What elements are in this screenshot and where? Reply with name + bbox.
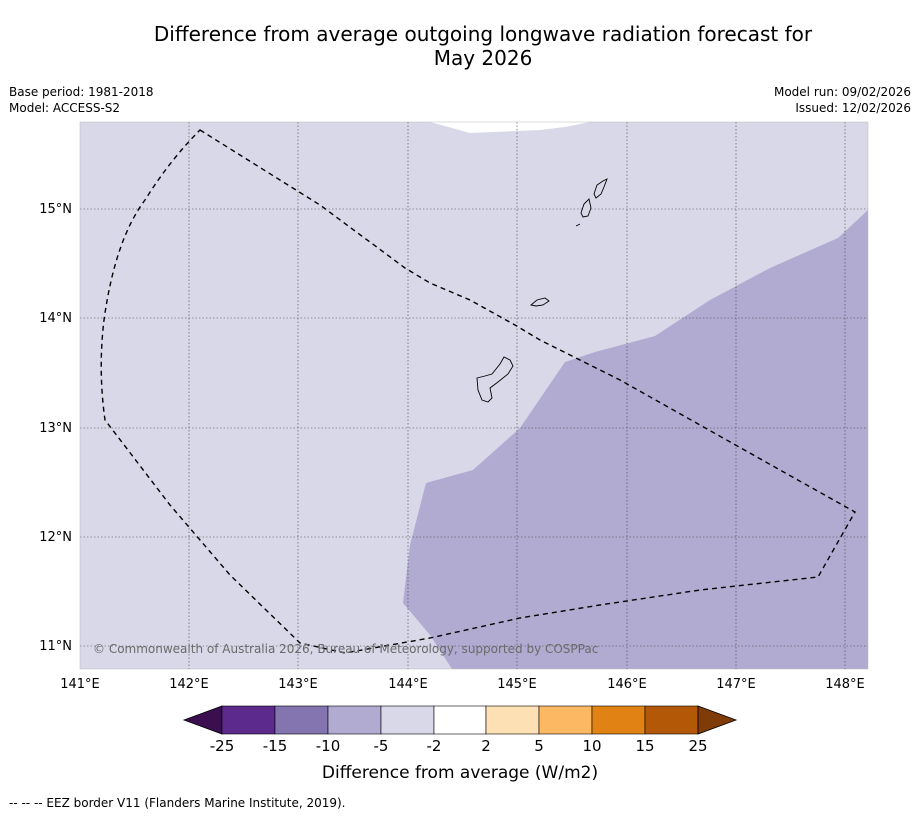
cb-label-25: 25 (688, 737, 707, 755)
rota-island (529, 297, 550, 307)
cb-label-15: 15 (635, 737, 654, 755)
lon-tick-141e: 141°E (60, 677, 100, 692)
chart-title: Difference from average outgoing longwav… (80, 22, 886, 70)
lon-tick-148e: 148°E (825, 677, 865, 692)
colorbar-bin-9 (644, 705, 699, 735)
model-name: Model: ACCESS-S2 (9, 101, 121, 115)
colorbar-min-arrow (182, 705, 223, 735)
title-line-1: Difference from average outgoing longwav… (153, 22, 813, 46)
top-notch (430, 122, 590, 133)
cb-label-minus2: -2 (427, 737, 442, 755)
lat-tick-13n: 13°N (39, 421, 72, 436)
cb-label-minus15: -15 (263, 737, 288, 755)
colorbar-title: Difference from average (W/m2) (322, 763, 598, 783)
lat-tick-15n: 15°N (39, 202, 72, 217)
colorbar (182, 705, 738, 735)
lat-tick-labels: 15°N 14°N 13°N 12°N 11°N (39, 202, 72, 654)
lon-tick-143e: 143°E (278, 677, 318, 692)
lat-tick-12n: 12°N (39, 530, 72, 545)
lon-tick-142e: 142°E (169, 677, 209, 692)
lat-tick-14n: 14°N (39, 311, 72, 326)
tinian-island (580, 198, 592, 218)
map-border (79, 121, 869, 670)
lon-tick-147e: 147°E (716, 677, 756, 692)
eez-footnote: -- -- -- EEZ border V11 (Flanders Marine… (9, 796, 346, 810)
colorbar-bin-8 (591, 705, 646, 735)
colorbar-bin-3 (327, 705, 382, 735)
colorbar-bin-4 (380, 705, 435, 735)
colorbar-bin-5 (433, 705, 487, 735)
saipan-island (593, 178, 608, 199)
cb-label-minus5: -5 (374, 737, 389, 755)
model-run: Model run: 09/02/2026 (773, 85, 911, 99)
colorbar-bin-7 (538, 705, 593, 735)
cb-label-5: 5 (534, 737, 544, 755)
lon-tick-labels: 141°E 142°E 143°E 144°E 145°E 146°E 147°… (60, 677, 865, 692)
meta-left: Base period: 1981-2018 Model: ACCESS-S2 (9, 84, 154, 116)
copyright-text: © Commonwealth of Australia 2026, Bureau… (93, 642, 598, 656)
lon-tick-146e: 146°E (607, 677, 647, 692)
colorbar-bin-1 (221, 705, 276, 735)
issued-date: Issued: 12/02/2026 (795, 101, 911, 115)
cb-label-2: 2 (481, 737, 491, 755)
map-panel: © Commonwealth of Australia 2026, Bureau… (79, 121, 869, 670)
meta-right: Model run: 09/02/2026 Issued: 12/02/2026 (774, 84, 911, 116)
lon-tick-144e: 144°E (388, 677, 428, 692)
eez-border (100, 129, 856, 654)
gridlines (80, 122, 868, 669)
guam-island (476, 356, 514, 403)
title-line-2: May 2026 (433, 46, 533, 70)
colorbar-bin-6 (485, 705, 540, 735)
lat-tick-11n: 11°N (39, 639, 72, 654)
negative-anomaly-region (403, 210, 868, 669)
lon-tick-145e: 145°E (497, 677, 537, 692)
colorbar-max-arrow (697, 705, 738, 735)
cb-label-minus25: -25 (210, 737, 235, 755)
aguijan-island (575, 223, 581, 227)
base-period: Base period: 1981-2018 (9, 85, 154, 99)
cb-label-minus10: -10 (316, 737, 341, 755)
colorbar-bin-2 (274, 705, 329, 735)
cb-label-10: 10 (582, 737, 601, 755)
colorbar-labels: -25 -15 -10 -5 -2 2 5 10 15 25 (210, 737, 708, 755)
